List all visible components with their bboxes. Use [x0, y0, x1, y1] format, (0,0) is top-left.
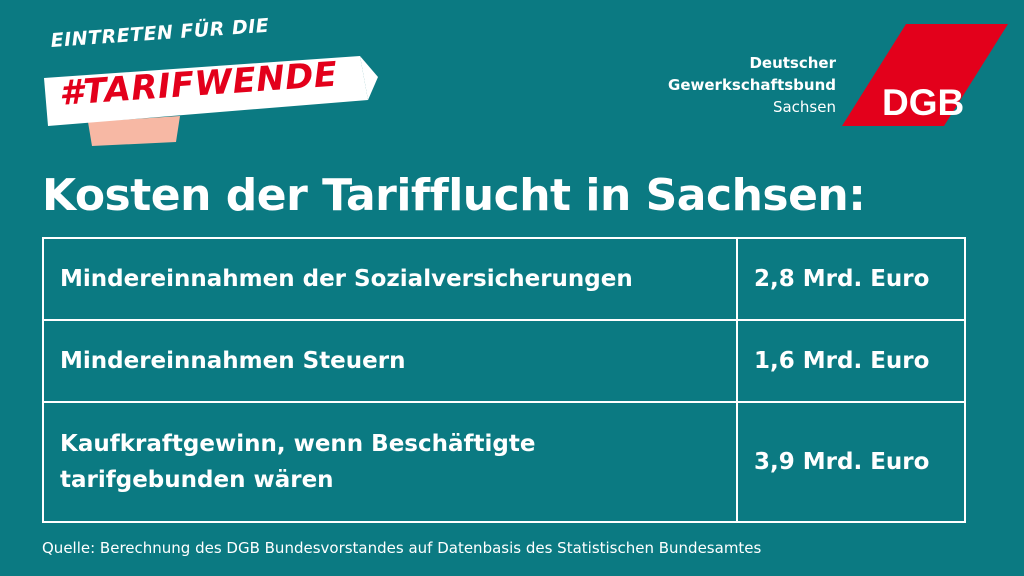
dgb-logo: DGB — [842, 24, 1008, 126]
row-label: Mindereinnahmen Steuern — [42, 319, 738, 403]
row-value: 2,8 Mrd. Euro — [736, 237, 966, 321]
row-label: Mindereinnahmen der Sozialversicherungen — [42, 237, 738, 321]
banner-tip — [360, 56, 378, 100]
cost-table: Mindereinnahmen der Sozialversicherungen… — [42, 237, 966, 523]
row-label: Kaufkraftgewinn, wenn Beschäftigte tarif… — [42, 401, 738, 523]
source-note: Quelle: Berechnung des DGB Bundesvorstan… — [42, 539, 762, 557]
campaign-banner-shapes — [44, 56, 378, 146]
row-value: 3,9 Mrd. Euro — [736, 401, 966, 523]
brand-line3: Sachsen — [772, 98, 836, 116]
table-row: Mindereinnahmen Steuern 1,6 Mrd. Euro — [42, 319, 966, 403]
salmon-stripe — [88, 116, 180, 146]
dgb-logo-parallelogram — [842, 24, 1008, 126]
table-row: Kaufkraftgewinn, wenn Beschäftigte tarif… — [42, 401, 966, 523]
brand-line2: Gewerkschaftsbund — [668, 76, 836, 94]
table-row: Mindereinnahmen der Sozialversicherungen… — [42, 237, 966, 321]
campaign-badge: EINTRETEN FÜR DIE #TARIFWENDE — [38, 15, 378, 152]
dgb-logo-text: DGB — [882, 82, 964, 123]
dgb-organisation-name: Deutscher Gewerkschaftsbund Sachsen — [668, 52, 836, 118]
brand-line1: Deutscher — [749, 54, 836, 72]
row-value: 1,6 Mrd. Euro — [736, 319, 966, 403]
page-title: Kosten der Tarifflucht in Sachsen: — [42, 170, 866, 221]
white-banner — [44, 56, 368, 126]
